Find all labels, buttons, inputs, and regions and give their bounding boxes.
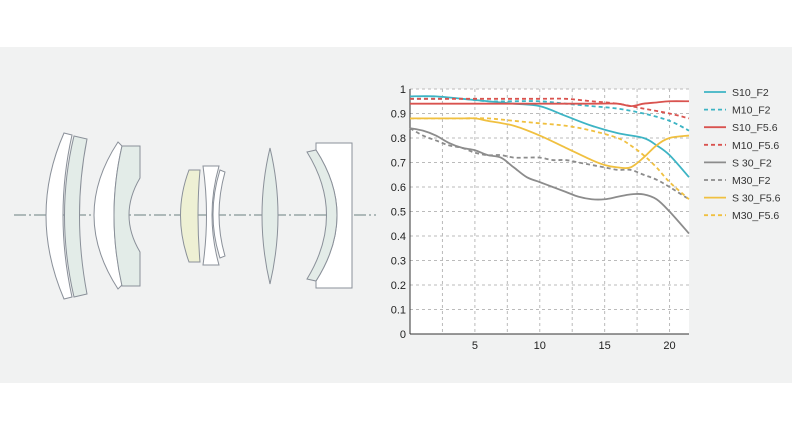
- chart-axes: [409, 89, 689, 335]
- lens-diagram: [14, 132, 376, 300]
- legend-label: M10_F5.6: [732, 140, 779, 152]
- lens-element-5: [180, 169, 201, 263]
- legend-label: S10_F5.6: [732, 122, 778, 134]
- legend-label: M10_F2: [732, 105, 771, 117]
- lens-element-1: [45, 132, 73, 300]
- lens-element-8: [261, 147, 279, 285]
- y-tick-label: 0.7: [391, 158, 406, 170]
- lens-element-6: [202, 165, 220, 266]
- x-tick-label: 10: [534, 340, 546, 352]
- y-tick-label: 0: [400, 329, 406, 341]
- series-line-s-30-f2: [409, 127, 690, 235]
- y-tick-label: 0.5: [391, 207, 406, 219]
- legend-label: M30_F2: [732, 175, 771, 187]
- y-tick-label: 0.2: [391, 280, 406, 292]
- y-tick-label: 0.6: [391, 182, 406, 194]
- series-line-s10-f5-6: [410, 100, 690, 108]
- y-tick-label: 0.3: [391, 256, 406, 268]
- series-line-m10-f5-6: [410, 97, 690, 120]
- lens-element-7: [212, 169, 226, 259]
- y-tick-label: 1: [400, 84, 406, 96]
- x-tick-labels: 5 10 15 20: [472, 340, 676, 352]
- y-tick-label: 0.8: [391, 133, 406, 145]
- y-tick-label: 0.9: [391, 109, 406, 121]
- x-tick-label: 15: [599, 340, 611, 352]
- legend-label: S 30_F2: [732, 157, 772, 169]
- chart-legend: S10_F2 M10_F2 S10_F5.6 M10_F5.6 S 30_F2 M30_F…: [704, 87, 781, 222]
- chart-series: [409, 95, 690, 235]
- legend-label: M30_F5.6: [732, 210, 779, 222]
- series-line-m30-f5-6: [409, 117, 690, 200]
- y-tick-labels: 0 0.1 0.2 0.3 0.4 0.5 0.6 0.7 0.8 0.9 1: [391, 84, 406, 341]
- lens-element-10: [306, 149, 338, 282]
- lens-element-4: [113, 145, 141, 287]
- y-tick-label: 0.1: [391, 305, 406, 317]
- x-tick-label: 20: [663, 340, 675, 352]
- legend-label: S 30_F5.6: [732, 193, 781, 205]
- y-tick-label: 0.4: [391, 231, 406, 243]
- series-line-m30-f2: [409, 127, 690, 201]
- x-tick-label: 5: [472, 340, 478, 352]
- mtf-chart: 0 0.1 0.2 0.3 0.4 0.5 0.6 0.7 0.8 0.9 1 5 10 15 20 S1…: [391, 84, 781, 352]
- chart-grid: [410, 88, 689, 334]
- legend-label: S10_F2: [732, 87, 769, 99]
- lens-element-2: [64, 135, 88, 298]
